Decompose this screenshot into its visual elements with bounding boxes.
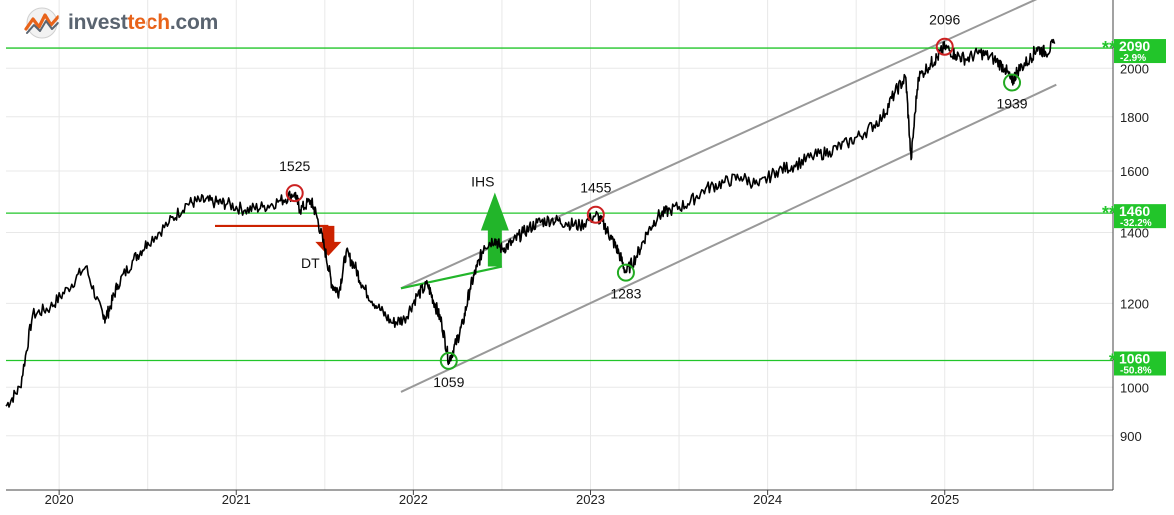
level-labels: ** 2090-2.9%** 1460-32.2%* 1060-50.8% bbox=[1102, 38, 1166, 376]
level-value-label: 2090 bbox=[1119, 38, 1150, 54]
level-value-label: 1060 bbox=[1119, 350, 1150, 366]
chart-patterns: DT IHS bbox=[215, 174, 509, 290]
support-resistance-levels bbox=[6, 47, 1113, 362]
level-value-box bbox=[1114, 39, 1166, 64]
x-tick-label: 2025 bbox=[930, 492, 959, 507]
pivot-top-label: 1525 bbox=[279, 158, 310, 174]
pattern-arrow-down bbox=[315, 225, 342, 256]
pivot-top-label: 2096 bbox=[929, 12, 960, 28]
y-tick-label: 2000 bbox=[1120, 61, 1149, 76]
pivot-annotations: 1525 1059 1455 1283 2096 1939 bbox=[279, 12, 1028, 390]
x-tick-label: 2020 bbox=[45, 492, 74, 507]
y-tick-label: 900 bbox=[1120, 429, 1142, 444]
level-stars: * bbox=[1109, 350, 1116, 370]
level-change-label: -32.2% bbox=[1120, 218, 1152, 229]
y-tick-label: 1600 bbox=[1120, 164, 1149, 179]
logo-part-domain: .com bbox=[169, 11, 219, 34]
level-change-label: -50.8% bbox=[1120, 365, 1152, 376]
level-value-box bbox=[1114, 204, 1166, 229]
grid bbox=[6, 0, 1113, 490]
level-stars: ** bbox=[1102, 38, 1116, 58]
axes: 900 1000 1200 1400 1600 1800 2000 2020 2021 2022 2… bbox=[6, 0, 1149, 507]
x-tick-label: 2023 bbox=[576, 492, 605, 507]
level-value-label: 1460 bbox=[1119, 203, 1150, 219]
pattern-label: IHS bbox=[471, 174, 494, 190]
pivot-bottom-label: 1939 bbox=[996, 96, 1027, 112]
pivot-top-marker bbox=[586, 205, 605, 224]
logo-icon bbox=[24, 7, 60, 39]
trend-channel bbox=[400, 0, 1057, 393]
trend-channel-lower bbox=[400, 83, 1057, 393]
x-tick-label: 2024 bbox=[753, 492, 782, 507]
level-change-label: -2.9% bbox=[1120, 53, 1146, 64]
pivot-top-marker bbox=[285, 184, 304, 203]
pivot-bottom-label: 1283 bbox=[610, 286, 641, 302]
pivot-bottom-marker bbox=[439, 351, 458, 370]
level-stars: ** bbox=[1102, 203, 1116, 223]
pattern-label: DT bbox=[301, 255, 320, 271]
pattern-neckline bbox=[400, 265, 503, 290]
investtech-logo[interactable]: investtech.com bbox=[22, 6, 218, 40]
logo-wordmark: investtech.com bbox=[68, 11, 218, 35]
pivot-bottom-label: 1059 bbox=[433, 374, 464, 390]
price-line bbox=[5, 38, 1056, 408]
y-tick-label: 1000 bbox=[1120, 380, 1149, 395]
y-tick-label: 1400 bbox=[1120, 225, 1149, 240]
x-tick-label: 2021 bbox=[222, 492, 251, 507]
pattern-arrow-up bbox=[480, 192, 509, 267]
pivot-top-marker bbox=[935, 37, 954, 56]
pivot-top-label: 1455 bbox=[580, 180, 611, 196]
y-tick-label: 1200 bbox=[1120, 296, 1149, 311]
logo-part-tech: tech bbox=[127, 11, 171, 34]
logo-part-invest: invest bbox=[68, 11, 128, 34]
x-tick-label: 2022 bbox=[399, 492, 428, 507]
level-value-box bbox=[1114, 351, 1166, 376]
pivot-bottom-marker bbox=[616, 263, 635, 282]
price-series bbox=[5, 38, 1056, 408]
pivot-bottom-marker bbox=[1003, 73, 1022, 92]
y-tick-label: 1800 bbox=[1120, 110, 1149, 125]
